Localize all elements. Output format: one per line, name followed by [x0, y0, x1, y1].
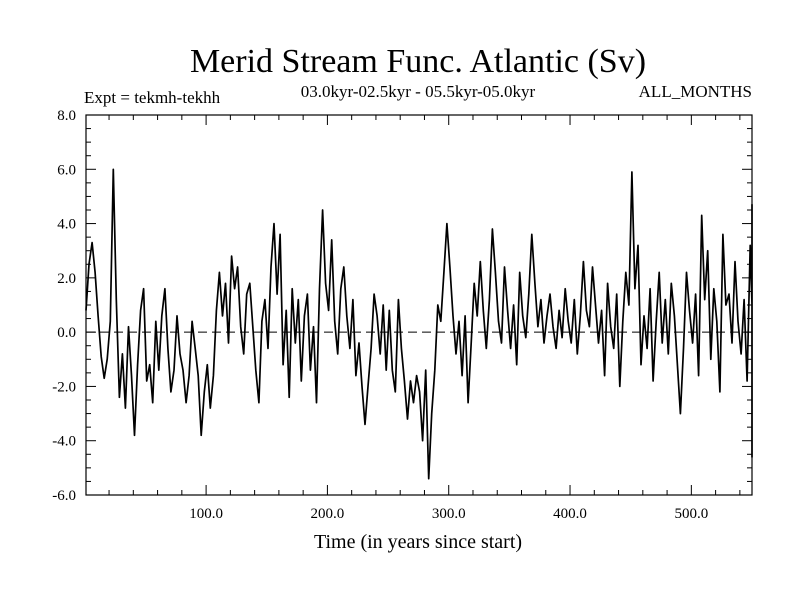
y-tick-label: -6.0	[52, 488, 76, 504]
chart-title: Merid Stream Func. Atlantic (Sv)	[190, 43, 646, 80]
period-label: 03.0kyr-02.5kyr - 05.5kyr-05.0kyr	[301, 82, 536, 101]
x-tick-label: 100.0	[189, 506, 223, 522]
y-tick-label: -2.0	[52, 379, 76, 395]
x-axis-label: Time (in years since start)	[314, 531, 522, 553]
x-tick-label: 200.0	[311, 506, 345, 522]
y-tick-label: 8.0	[57, 108, 76, 124]
plot-area: 100.0 200.0 300.0 400.0 500.0 -6.0 -4.0 -2.0 0.0…	[52, 108, 753, 522]
months-label: ALL_MONTHS	[639, 82, 752, 101]
x-tick-label: 400.0	[553, 506, 587, 522]
y-tick-label: -4.0	[52, 434, 76, 450]
y-tick-label: 0.0	[57, 325, 76, 341]
experiment-label: Expt = tekmh-tekhh	[84, 88, 221, 107]
y-tick-label: 4.0	[57, 217, 76, 233]
y-tick-label: 2.0	[57, 271, 76, 287]
y-tick-label: 6.0	[57, 162, 76, 178]
x-tick-label: 500.0	[674, 506, 708, 522]
x-tick-label: 300.0	[432, 506, 466, 522]
